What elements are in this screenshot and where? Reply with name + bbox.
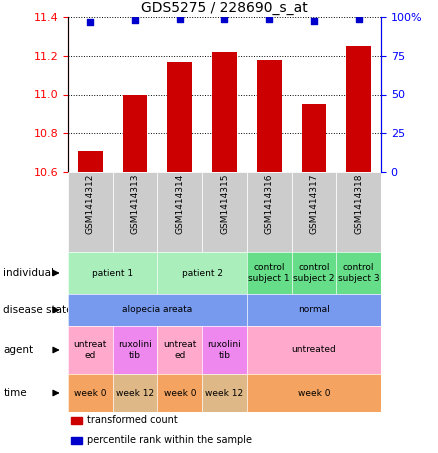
Text: time: time <box>4 388 27 398</box>
Text: GSM1414316: GSM1414316 <box>265 173 274 234</box>
Point <box>131 16 138 24</box>
Text: GSM1414314: GSM1414314 <box>175 173 184 234</box>
Point <box>221 16 228 23</box>
Text: patient 1: patient 1 <box>92 269 133 278</box>
Point <box>266 16 273 23</box>
Text: agent: agent <box>4 345 33 355</box>
FancyBboxPatch shape <box>202 172 247 252</box>
Point <box>355 16 362 23</box>
FancyBboxPatch shape <box>292 172 336 252</box>
Point <box>176 16 183 23</box>
Bar <box>71 437 82 443</box>
Text: GSM1414318: GSM1414318 <box>354 173 363 234</box>
Bar <box>302 104 326 172</box>
FancyBboxPatch shape <box>336 172 381 252</box>
Bar <box>78 151 102 172</box>
Text: ruxolini
tib: ruxolini tib <box>208 340 241 360</box>
Text: control
subject 3: control subject 3 <box>338 263 379 283</box>
Text: GSM1414317: GSM1414317 <box>309 173 318 234</box>
Text: individual: individual <box>4 268 54 278</box>
Text: alopecia areata: alopecia areata <box>122 305 193 314</box>
Text: week 0: week 0 <box>298 389 330 397</box>
Text: ruxolini
tib: ruxolini tib <box>118 340 152 360</box>
Point <box>87 18 94 25</box>
Text: week 12: week 12 <box>205 389 244 397</box>
Text: untreat
ed: untreat ed <box>74 340 107 360</box>
FancyBboxPatch shape <box>157 172 202 252</box>
Text: control
subject 2: control subject 2 <box>293 263 335 283</box>
Text: transformed count: transformed count <box>87 415 177 425</box>
FancyBboxPatch shape <box>113 172 157 252</box>
Text: week 0: week 0 <box>74 389 106 397</box>
Text: GSM1414313: GSM1414313 <box>131 173 140 234</box>
Bar <box>212 52 237 172</box>
Text: control
subject 1: control subject 1 <box>248 263 290 283</box>
Bar <box>257 60 282 172</box>
FancyBboxPatch shape <box>68 172 113 252</box>
Text: week 0: week 0 <box>163 389 196 397</box>
Text: untreated: untreated <box>292 346 336 355</box>
Bar <box>167 62 192 172</box>
Text: GSM1414315: GSM1414315 <box>220 173 229 234</box>
Bar <box>71 417 82 424</box>
Text: disease state: disease state <box>4 305 73 315</box>
Text: GSM1414312: GSM1414312 <box>86 173 95 234</box>
FancyBboxPatch shape <box>247 172 292 252</box>
Title: GDS5275 / 228690_s_at: GDS5275 / 228690_s_at <box>141 0 308 14</box>
Text: patient 2: patient 2 <box>182 269 223 278</box>
Text: normal: normal <box>298 305 330 314</box>
Bar <box>123 95 147 172</box>
Text: week 12: week 12 <box>116 389 154 397</box>
Bar <box>346 46 371 172</box>
Point <box>311 17 318 24</box>
Text: untreat
ed: untreat ed <box>163 340 197 360</box>
Text: percentile rank within the sample: percentile rank within the sample <box>87 435 252 445</box>
